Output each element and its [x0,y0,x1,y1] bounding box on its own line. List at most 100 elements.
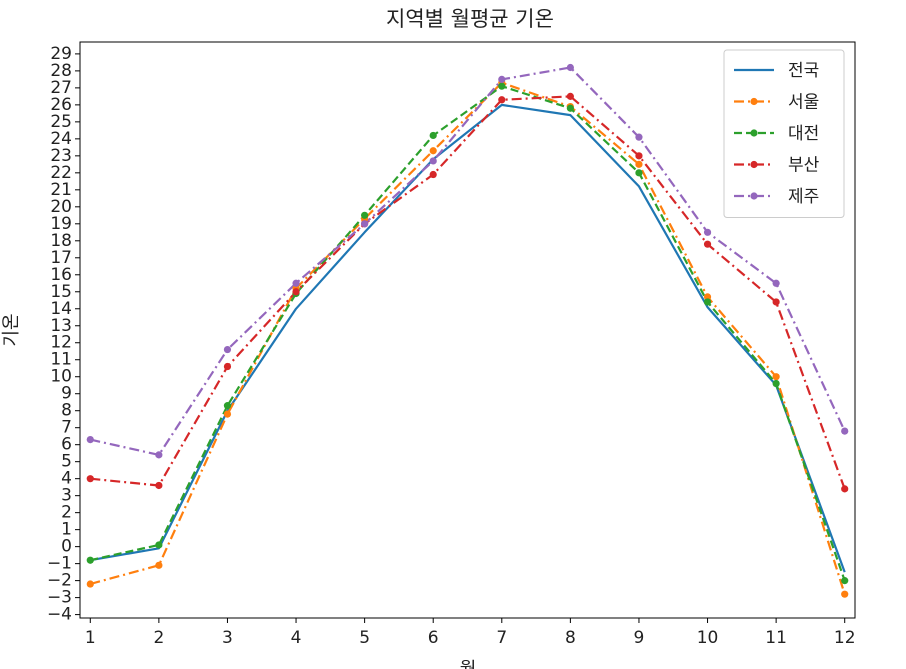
plot-frame [79,41,856,619]
data-point [292,288,300,296]
y-tick-label: 29 [50,44,72,64]
y-tick-label: 27 [50,78,72,98]
y-tick-label: 16 [50,265,72,285]
y-tick-label: −1 [47,554,72,574]
data-point [772,373,780,381]
x-tick-label: 9 [634,628,645,648]
y-tick-label: 14 [50,299,72,319]
data-point [86,475,94,483]
data-point [498,82,506,90]
y-tick-label: 12 [50,333,72,353]
data-point [155,451,163,459]
y-tick-label: 9 [61,384,72,404]
y-tick-label: 10 [50,367,72,387]
y-tick-label: 0 [61,537,72,557]
x-tick-label: 1 [85,628,96,648]
y-tick-label: 11 [50,350,72,370]
data-point [841,427,849,435]
series-line-4 [90,66,846,456]
data-point [155,541,163,549]
legend-marker [750,160,758,169]
x-tick-label: 6 [428,628,439,648]
series-line-2 [90,85,846,581]
data-point [772,298,780,306]
data-point [223,362,232,371]
y-tick-label: 19 [50,214,72,234]
data-point [703,293,712,301]
y-tick-label: 7 [61,418,72,438]
y-tick-label: 20 [50,197,72,217]
y-tick-label: 22 [50,163,72,183]
data-point [841,577,849,585]
data-point [772,279,780,287]
y-tick-label: 1 [61,520,72,540]
data-point [86,580,94,588]
y-tick-label: 4 [61,469,72,489]
y-tick-label: 23 [50,146,72,166]
data-point [566,63,574,72]
x-tick-label: 7 [496,628,507,648]
y-tick-label: 6 [61,435,72,455]
data-point [429,147,437,155]
y-tick-label: 17 [50,248,72,268]
legend-marker [750,129,758,137]
y-tick-label: 21 [50,180,72,200]
y-axis-label: 기온 [1,313,22,346]
data-point [635,152,643,160]
data-point [566,104,574,112]
legend-marker [750,192,758,200]
y-tick-label: 15 [50,282,72,302]
series-line-0 [90,103,846,573]
y-axis-ticks: −4−3−2−101234567891011121314151617181920… [47,44,80,625]
data-point [635,160,643,168]
y-tick-label: 8 [61,401,72,421]
y-tick-label: −2 [47,571,72,591]
y-tick-label: 25 [50,112,72,132]
data-point [361,220,369,228]
y-tick-label: 3 [61,486,72,506]
x-axis-ticks: 1 2 3 4 5 6 7 8 9 10 11 12 [85,618,856,648]
legend-marker [750,97,758,106]
data-point [223,402,232,410]
y-tick-label: 5 [61,452,72,472]
series-line-1 [90,81,846,595]
y-tick-label: 2 [61,503,72,523]
y-tick-label: 26 [50,95,72,115]
x-tick-label: 5 [359,628,370,648]
data-point [772,379,780,388]
data-point [155,481,163,490]
data-point [703,298,712,306]
series-line-3 [90,95,846,490]
data-point [498,96,506,104]
y-tick-label: 28 [50,61,72,81]
data-point [86,556,94,564]
legend-label: 전국 [788,61,819,81]
x-tick-label: 4 [291,628,302,648]
data-point [429,157,437,165]
data-point [155,561,163,569]
x-tick-label: 3 [222,628,233,648]
x-tick-label: 11 [765,628,787,648]
x-tick-label: 10 [697,628,719,648]
x-axis-label: 월 [460,659,477,669]
data-point [841,590,849,598]
data-point [86,435,94,444]
legend-label: 대전 [788,124,819,144]
data-point [635,169,643,177]
chart-title: 지역별 월평균 기온 [386,7,554,31]
data-point [223,345,232,354]
x-tick-label: 12 [834,628,856,648]
y-tick-label: 13 [50,316,72,336]
x-tick-label: 2 [153,628,164,648]
y-tick-label: −3 [47,588,72,608]
legend-label: 부산 [788,156,820,176]
data-point [429,131,437,140]
x-tick-label: 8 [565,628,576,648]
y-tick-label: −4 [47,605,72,625]
y-tick-label: 18 [50,231,72,251]
legend-label: 서울 [788,93,819,113]
legend-label: 제주 [788,187,819,207]
series-lines [90,66,846,595]
